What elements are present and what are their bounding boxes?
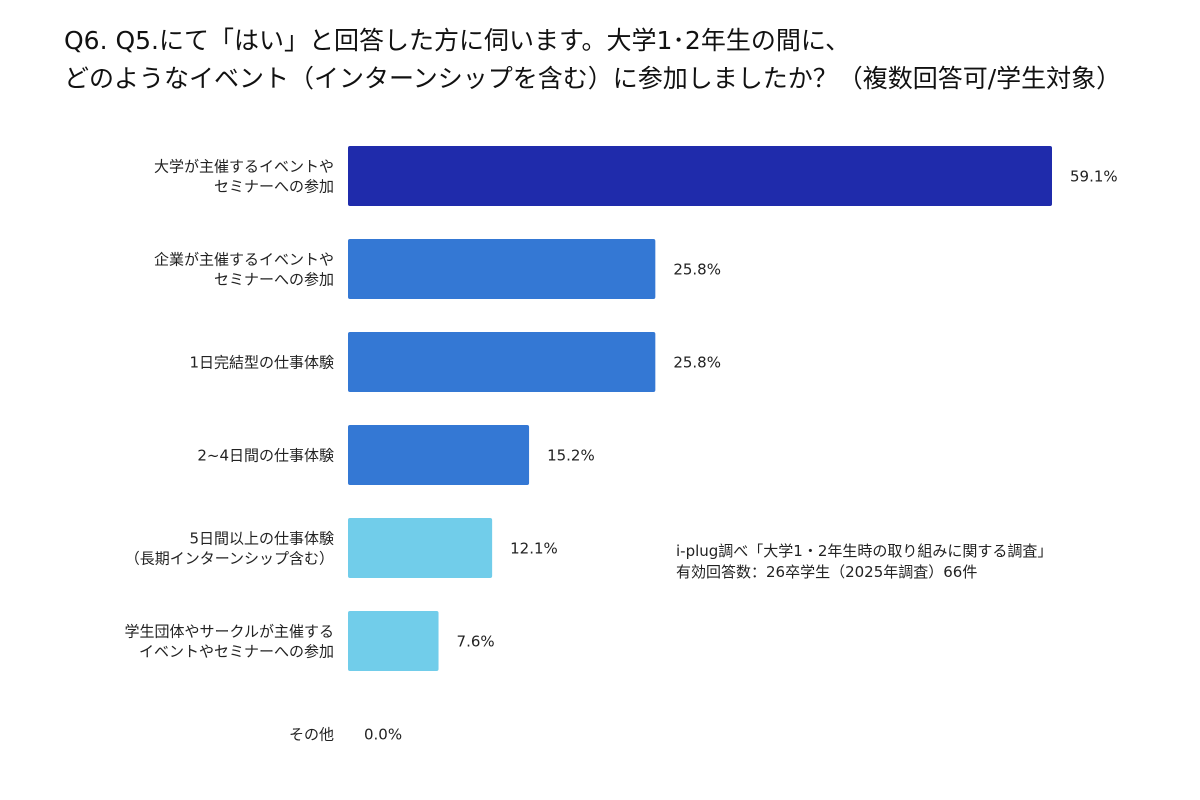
category-label-5-line-1: 5日間以上の仕事体験 xyxy=(189,530,334,548)
category-label-1-line-1: 大学が主催するイベントや xyxy=(154,158,334,176)
value-label-1: 59.1% xyxy=(1070,168,1118,186)
source-note-line-2: 有効回答数：26卒学生（2025年調査）66件 xyxy=(676,563,978,581)
bar-6 xyxy=(348,611,439,671)
source-note: i-plug調べ「大学1・2年生時の取り組みに関する調査」 有効回答数：26卒学… xyxy=(676,541,1052,583)
bar-5 xyxy=(348,518,493,578)
category-label-1-line-2: セミナーへの参加 xyxy=(214,178,334,196)
bar-2 xyxy=(348,239,656,299)
category-label-2-line-2: セミナーへの参加 xyxy=(214,271,334,289)
category-label-6-line-1: 学生団体やサークルが主催する xyxy=(124,623,334,641)
value-label-4: 15.2% xyxy=(547,447,595,465)
chart-title: Q6. Q5.にて「はい」と回答した方に伺います。大学1･2年生の間に、 どのよ… xyxy=(64,22,1184,98)
chart-title-line-2: どのようなイベント（インターンシップを含む）に参加しましたか？（複数回答可/学生… xyxy=(64,64,1122,93)
category-label-2-line-1: 企業が主催するイベントや xyxy=(154,251,334,269)
category-label-5-line-2: （長期インターンシップ含む） xyxy=(125,550,334,568)
category-label-7-line-1: その他 xyxy=(289,726,334,744)
bar-1 xyxy=(348,146,1052,206)
value-label-3: 25.8% xyxy=(673,354,721,372)
bar-3 xyxy=(348,332,656,392)
value-label-5: 12.1% xyxy=(510,540,558,558)
value-label-2: 25.8% xyxy=(673,261,721,279)
value-label-7: 0.0% xyxy=(364,726,402,744)
category-label-3-line-1: 1日完結型の仕事体験 xyxy=(189,354,334,372)
category-label-4-line-1: 2~4日間の仕事体験 xyxy=(197,447,334,465)
chart-title-line-1: Q6. Q5.にて「はい」と回答した方に伺います。大学1･2年生の間に、 xyxy=(64,26,851,55)
source-note-line-1: i-plug調べ「大学1・2年生時の取り組みに関する調査」 xyxy=(676,542,1053,560)
category-label-6-line-2: イベントやセミナーへの参加 xyxy=(139,643,334,661)
value-label-6: 7.6% xyxy=(457,633,495,651)
bar-4 xyxy=(348,425,530,485)
